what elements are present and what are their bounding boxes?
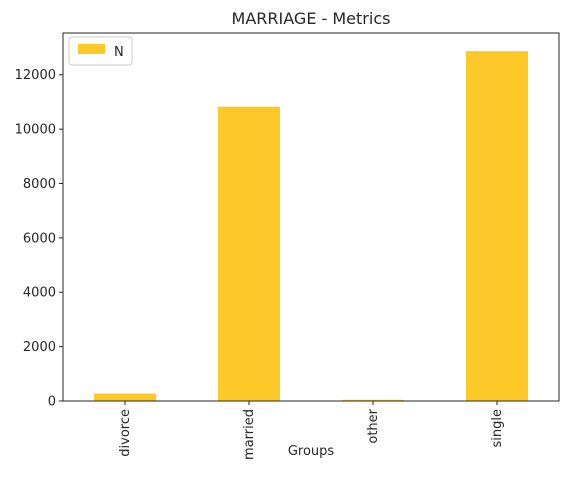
legend: N: [68, 36, 133, 66]
x-tick-label-divorce: divorce: [118, 409, 133, 457]
y-tick-label-0: 0: [48, 395, 56, 410]
x-axis-title: Groups: [288, 444, 335, 459]
x-tick-label-single: single: [490, 409, 505, 448]
y-tick-label-2000: 2000: [23, 340, 56, 355]
y-tick-label-12000: 12000: [15, 68, 56, 83]
bar-single: [466, 51, 528, 401]
plot-area: divorce married other single 0 2000 4000 6000 80…: [15, 32, 560, 460]
y-tick-label-4000: 4000: [23, 286, 56, 301]
x-tick-label-other: other: [366, 408, 381, 443]
chart-title: MARRIAGE - Metrics: [232, 9, 391, 28]
legend-label-n: N: [114, 45, 124, 60]
plot-frame: [62, 32, 560, 402]
y-tick-label-8000: 8000: [23, 177, 56, 192]
bar-other: [342, 399, 404, 401]
legend-swatch-n: [78, 44, 105, 54]
bar-married: [218, 106, 280, 401]
bar-divorce: [94, 393, 156, 401]
y-tick-label-10000: 10000: [15, 123, 56, 138]
x-tick-label-married: married: [242, 409, 257, 460]
y-tick-label-6000: 6000: [23, 231, 56, 246]
